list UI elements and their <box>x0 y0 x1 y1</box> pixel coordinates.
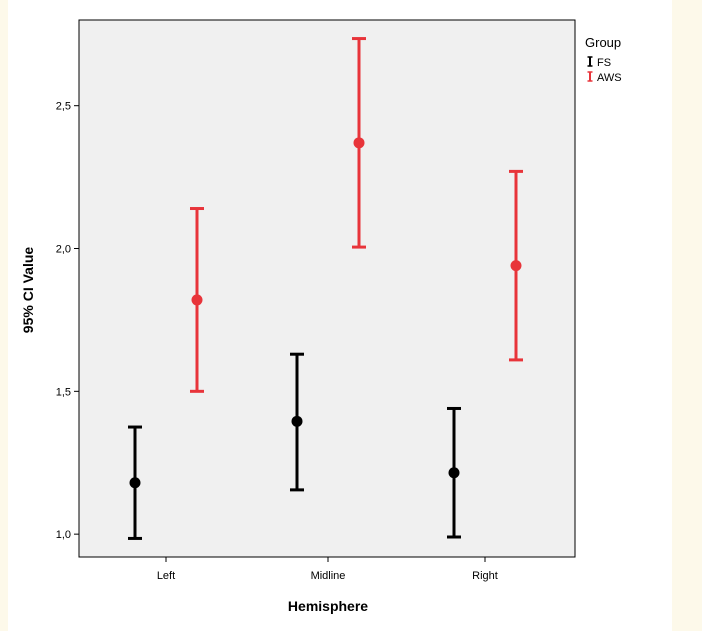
x-tick-label: Left <box>157 570 175 582</box>
y-tick-label: 2,5 <box>56 101 71 113</box>
mean-point-fs <box>129 477 141 489</box>
left-margin-strip <box>0 0 8 631</box>
legend: Group FS AWS <box>585 35 622 84</box>
mean-point-aws <box>191 294 203 306</box>
plot-area <box>78 19 576 558</box>
right-margin-strip <box>672 0 702 631</box>
marks-layer: 1,0 1,5 2,0 2,5 Left Midline Right <box>56 37 523 582</box>
y-tick-label: 1,0 <box>56 529 71 541</box>
legend-label-fs: FS <box>597 57 611 69</box>
legend-entry-fs: FS <box>587 56 611 69</box>
x-tick-label: Midline <box>311 570 346 582</box>
legend-entry-aws: AWS <box>587 71 622 84</box>
y-axis-label: 95% CI Value <box>20 247 36 334</box>
mean-point-fs <box>448 467 460 479</box>
mean-point-aws <box>353 137 365 149</box>
legend-label-aws: AWS <box>597 72 622 84</box>
mean-point-fs <box>291 415 303 427</box>
y-tick-label: 2,0 <box>56 244 71 256</box>
y-tick-label: 1,5 <box>56 386 71 398</box>
x-tick-label: Right <box>472 570 498 582</box>
mean-point-aws <box>510 260 522 272</box>
x-axis-label: Hemisphere <box>288 598 368 614</box>
legend-title: Group <box>585 35 621 50</box>
